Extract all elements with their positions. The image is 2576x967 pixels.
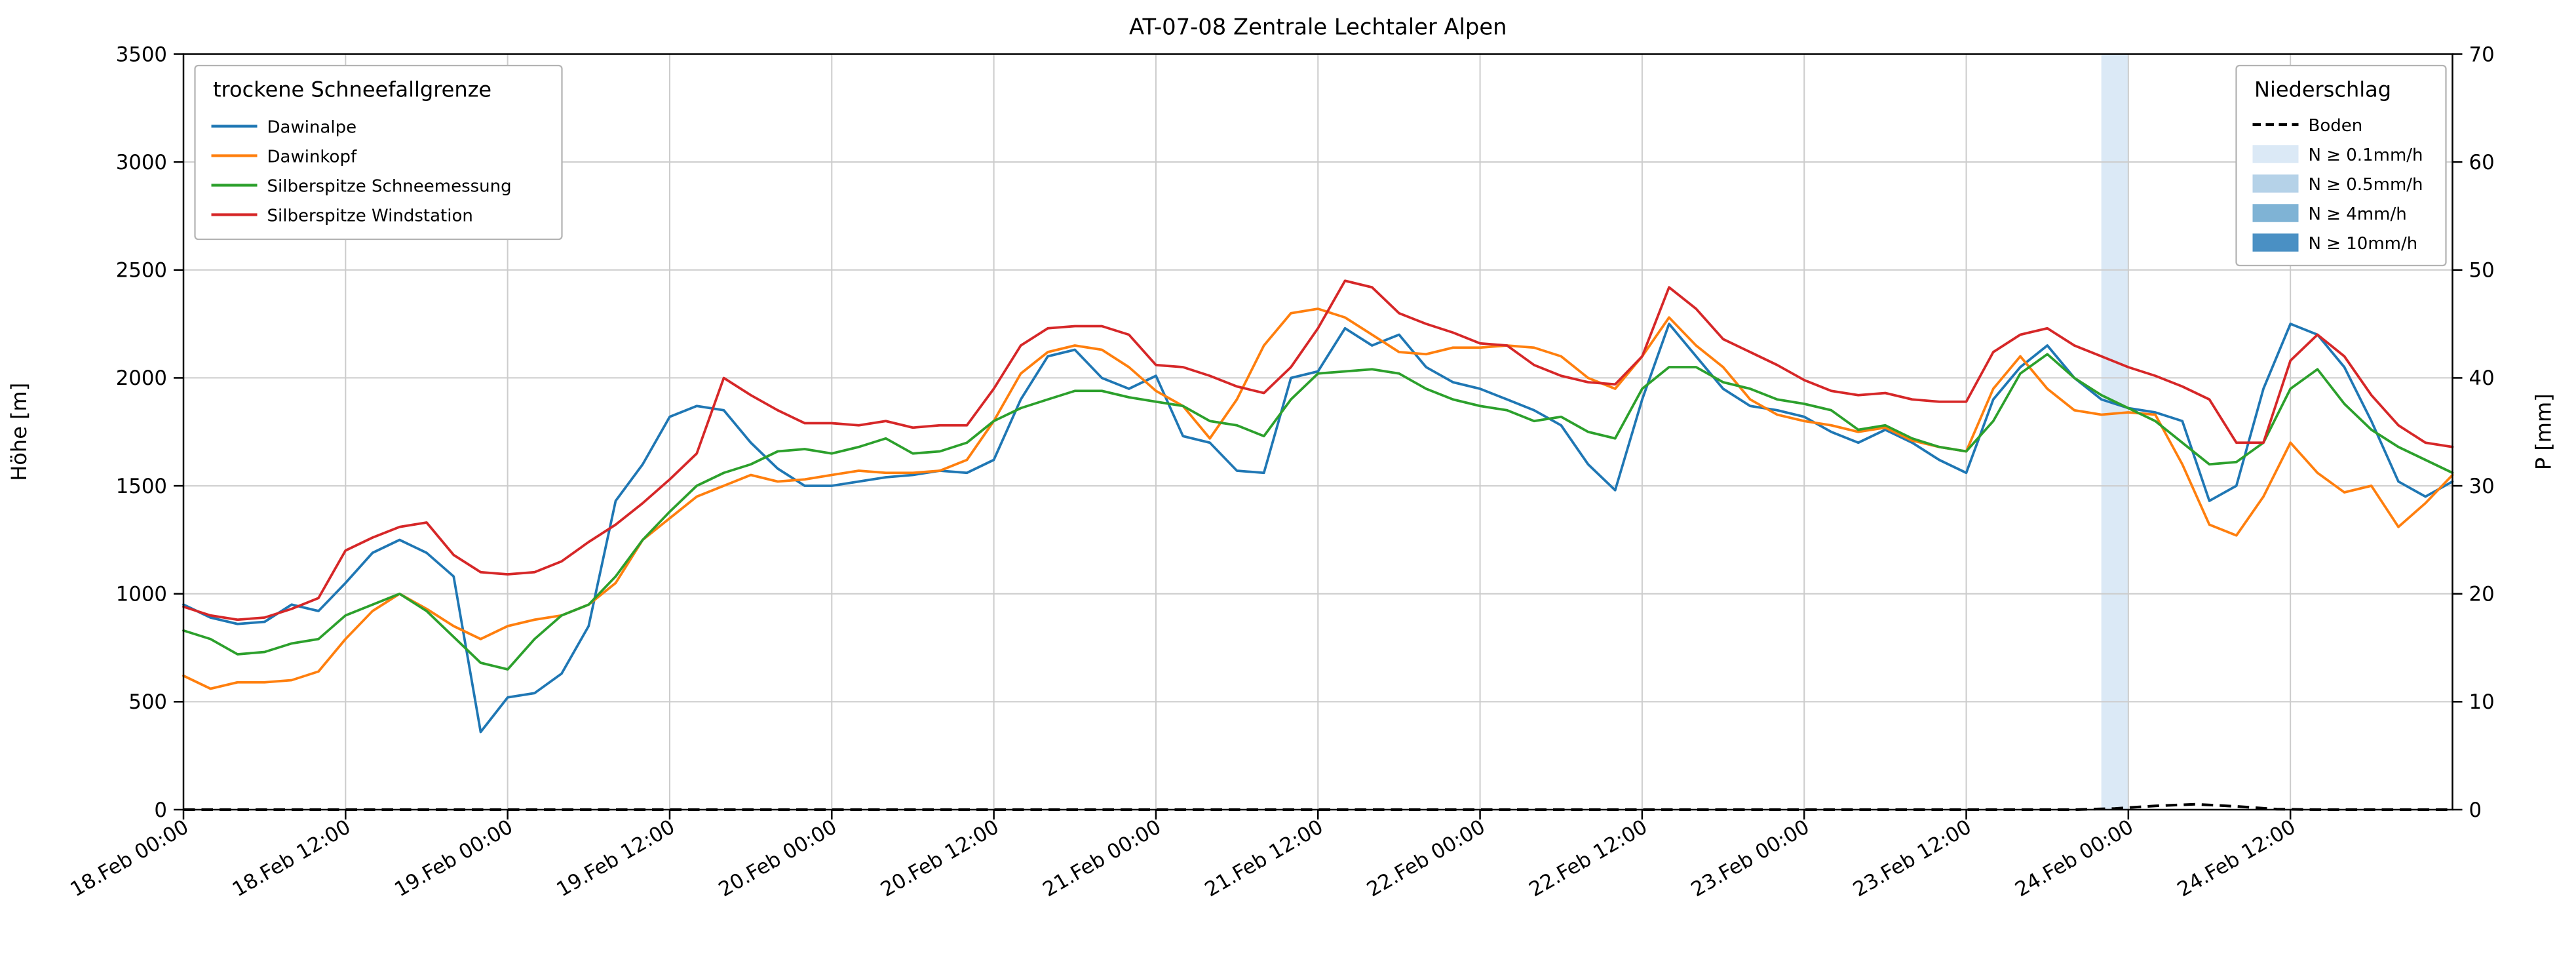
x-tick-label: 20.Feb 12:00 [877, 815, 1003, 901]
legend-snowline: trockene Schneefallgrenze Dawinalpe Dawi… [194, 64, 563, 241]
y-right-tick-label: 50 [2469, 259, 2495, 283]
legend-item-silberspitze-windstation: Silberspitze Windstation [211, 207, 473, 226]
y-right-tick-label: 60 [2469, 151, 2495, 174]
x-tick-label: 23.Feb 00:00 [1687, 815, 1814, 901]
x-tick-label: 20.Feb 00:00 [715, 815, 841, 901]
y-left-axis-label: Höhe [m] [7, 383, 31, 481]
y-right-tick-label: 10 [2469, 690, 2495, 714]
x-tick-label: 23.Feb 12:00 [1849, 815, 1976, 901]
x-tick-label: 19.Feb 00:00 [391, 815, 517, 901]
legend-item-boden: Boden [2252, 116, 2363, 136]
legend-item-label: N ≥ 0.1mm/h [2309, 146, 2423, 165]
legend-item-label: Silberspitze Schneemessung [267, 177, 512, 197]
precip-10-swatch [2252, 233, 2299, 252]
legend-item-label: Dawinalpe [267, 118, 357, 138]
x-tick-label: 22.Feb 12:00 [1525, 815, 1651, 901]
y-left-tick-label: 500 [128, 690, 167, 714]
legend-item-dawinalpe: Dawinalpe [211, 118, 357, 138]
y-left-tick-label: 2000 [116, 366, 167, 390]
precip-band-layer [2101, 54, 2128, 810]
legend-precip-title: Niederschlag [2254, 77, 2391, 102]
x-tick-label: 24.Feb 12:00 [2174, 815, 2300, 901]
y-right-tick-label: 20 [2469, 582, 2495, 606]
x-tick-label: 18.Feb 00:00 [66, 815, 193, 901]
y-left-tick-label: 0 [154, 799, 167, 822]
x-tick-label: 24.Feb 00:00 [2011, 815, 2138, 901]
legend-item-silberspitze-schneemessung: Silberspitze Schneemessung [211, 177, 512, 197]
y-left-tick-label: 3500 [116, 43, 167, 66]
legend-item-precip-0.5: N ≥ 0.5mm/h [2252, 174, 2423, 195]
x-tick-label: 21.Feb 00:00 [1039, 815, 1165, 901]
legend-item-label: Silberspitze Windstation [267, 207, 473, 226]
legend-item-label: Dawinkopf [267, 148, 357, 167]
legend-item-precip-4: N ≥ 4mm/h [2252, 204, 2407, 224]
series-line-silberspitze-windstation [182, 279, 2454, 622]
y-right-tick-label: 30 [2469, 475, 2495, 498]
x-tick-label: 21.Feb 12:00 [1201, 815, 1328, 901]
y-left-tick-label: 2500 [116, 259, 167, 283]
precip-4-swatch [2252, 204, 2299, 222]
series-layer [182, 279, 2454, 811]
x-tick-label: 22.Feb 00:00 [1363, 815, 1490, 901]
legend-item-label: Boden [2309, 116, 2363, 136]
chart-title: AT-07-08 Zentrale Lechtaler Alpen [1129, 14, 1507, 40]
series-line-silberspitze-schneemessung [182, 353, 2454, 671]
legend-precip: Niederschlag Boden N ≥ 0.1mm/h N ≥ 0.5mm… [2235, 64, 2447, 267]
y-right-axis-label: P [mm] [2531, 393, 2556, 470]
y-right-tick-label: 0 [2469, 799, 2482, 822]
x-tick-label: 19.Feb 12:00 [552, 815, 679, 901]
precip-0.1-swatch [2252, 145, 2299, 163]
y-left-tick-label: 3000 [116, 151, 167, 174]
legend-item-precip-0.1: N ≥ 0.1mm/h [2252, 145, 2423, 165]
y-left-tick-label: 1500 [116, 475, 167, 498]
legend-item-dawinkopf: Dawinkopf [211, 148, 357, 167]
y-left-tick-label: 1000 [116, 582, 167, 606]
legend-item-label: N ≥ 4mm/h [2309, 205, 2407, 224]
axes-frame-layer [173, 53, 2463, 819]
legend-item-label: N ≥ 10mm/h [2309, 234, 2418, 254]
precip-band [2101, 54, 2128, 810]
legend-item-precip-10: N ≥ 10mm/h [2252, 233, 2418, 254]
precip-0.5-swatch [2252, 174, 2299, 193]
y-right-tick-label: 40 [2469, 366, 2495, 390]
y-right-tick-label: 70 [2469, 43, 2495, 66]
legend-snowline-box [194, 64, 563, 241]
legend-snowline-title: trockene Schneefallgrenze [213, 77, 491, 102]
x-tick-label: 18.Feb 12:00 [229, 815, 355, 901]
legend-item-label: N ≥ 0.5mm/h [2309, 175, 2423, 195]
